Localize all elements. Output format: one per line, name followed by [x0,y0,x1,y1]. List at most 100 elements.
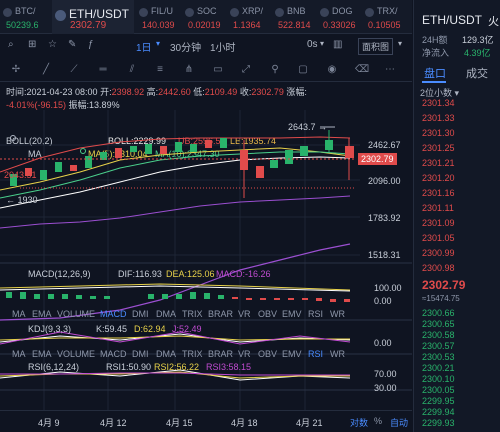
ind-dma[interactable]: DMA [156,309,176,319]
ask-price[interactable]: 2300.98 [422,263,455,273]
ind-emv[interactable]: EMV [282,349,302,359]
ind-emv[interactable]: EMV [282,309,302,319]
chevron-down-icon[interactable]: ▾ [320,39,325,48]
ind-rsi[interactable]: RSI [308,309,324,319]
ind-vr[interactable]: VR [238,309,251,319]
ind-wr[interactable]: WR [330,349,345,359]
draw-icon[interactable]: ✎ [68,39,77,50]
ind-macd[interactable]: MACD [100,349,127,359]
ind-ma[interactable]: MA [12,309,26,319]
interval-30min[interactable]: 30分钟 [170,43,202,54]
settings-icon[interactable]: ⊞ [28,39,37,50]
boll-toggle-icon[interactable] [10,135,16,141]
chart-type-select[interactable]: 面积图 [358,38,394,55]
ind-dmi[interactable]: DMI [132,349,149,359]
interval-select[interactable]: 1日 [136,43,152,54]
interval-1hour[interactable]: 1小时 [210,43,236,54]
eye-tool-icon[interactable]: ◉ [327,64,337,75]
auto-scale-toggle[interactable]: 自动 [390,418,409,428]
decimals-select[interactable]: 2位小数 ▾ [420,88,460,98]
ind-brar[interactable]: BRAR [208,349,234,359]
ask-price[interactable]: 2301.11 [422,203,454,213]
bid-price[interactable]: 2300.05 [422,385,455,395]
candle-icon[interactable]: ▥ [333,39,343,50]
ask-price[interactable]: 2301.20 [422,173,455,183]
bid-price[interactable]: 2300.21 [422,363,455,373]
ask-price[interactable]: 2300.99 [422,248,455,258]
ticker-tab-bnb[interactable]: BNB 522.814 [272,0,324,34]
ind-volume[interactable]: VOLUME [57,309,96,319]
open-label: 开: [100,87,112,97]
ind-obv[interactable]: OBV [258,349,278,359]
bid-price[interactable]: 2299.94 [422,407,455,417]
pitchfork-tool-icon[interactable]: ⋔ [184,64,194,75]
ask-price[interactable]: 2301.30 [422,128,455,138]
ind-trix[interactable]: TRIX [182,349,203,359]
line-tool-icon[interactable]: ╱ [42,64,50,75]
bid-price[interactable]: 2300.66 [422,308,455,318]
ticker-tab-fil[interactable]: FIL/U 140.039 [136,0,188,34]
ind-dma[interactable]: DMA [156,349,176,359]
channel-tool-icon[interactable]: ⫽ [129,64,135,75]
ind-ma[interactable]: MA [12,349,26,359]
search-icon[interactable]: ⌕ [8,39,14,50]
ind-wr[interactable]: WR [330,309,345,319]
ask-price[interactable]: 2301.05 [422,233,455,243]
ind-ema[interactable]: EMA [32,309,52,319]
ask-price[interactable]: 2301.25 [422,143,455,153]
bid-price[interactable]: 2300.57 [422,341,455,351]
ticker-tab-soc[interactable]: SOC 0.02019 [182,0,234,34]
bid-price[interactable]: 2300.58 [422,330,455,340]
ticker-tab-trx[interactable]: TRX/ 0.10505 [362,0,412,34]
chevron-down-icon[interactable]: ▾ [398,39,403,48]
macd-bar [288,298,294,300]
ask-price[interactable]: 2301.09 [422,218,455,228]
ask-price[interactable]: 2301.34 [422,98,455,108]
percent-toggle[interactable]: % [374,416,383,426]
delete-tool-icon[interactable]: ⌫ [355,64,370,75]
magnet-tool-icon[interactable]: ⚲ [271,64,279,75]
ind-obv[interactable]: OBV [258,309,278,319]
fire-icon[interactable]: 火 [488,16,499,28]
ind-macd[interactable]: MACD [100,309,127,319]
ind-volume[interactable]: VOLUME [57,349,96,359]
ind-ema[interactable]: EMA [32,349,52,359]
ind-brar[interactable]: BRAR [208,309,234,319]
ind-dmi[interactable]: DMI [132,309,149,319]
ask-price[interactable]: 2301.21 [422,158,455,168]
lock-tool-icon[interactable]: ▢ [298,64,308,75]
more-tool-icon[interactable]: ⋯ [385,64,395,75]
bid-price[interactable]: 2300.10 [422,374,455,384]
bid-price[interactable]: 2299.95 [422,396,455,406]
bid-price[interactable]: 2300.53 [422,352,455,362]
measure-tool-icon[interactable]: ⤢ [242,64,250,75]
ind-vr[interactable]: VR [238,349,251,359]
fib-tool-icon[interactable]: ≡ [157,64,163,75]
date-label: 4月 9 [38,418,60,428]
coin-icon [185,8,194,17]
ind-rsi[interactable]: RSI [308,349,324,359]
shape-tool-icon[interactable]: ▭ [213,64,223,75]
tab-orderbook[interactable]: 盘口 [424,68,446,80]
ray-tool-icon[interactable]: ⟋ [70,64,78,75]
ask-price[interactable]: 2301.33 [422,113,455,123]
ma-toggle-icon[interactable] [80,148,86,154]
ind-trix[interactable]: TRIX [182,309,203,319]
star-icon[interactable]: ☆ [48,39,57,50]
ticker-name: SOC [197,6,217,16]
chevron-down-icon[interactable]: ▾ [156,39,161,48]
ticker-tab-eth[interactable]: ETH/USDT 2302.79 [52,0,134,34]
ticker-tab-xrp[interactable]: XRP/ 1.1364 [227,0,279,34]
indicator-icon[interactable]: ƒ [88,39,94,50]
tab-trades[interactable]: 成交 [466,68,488,80]
bid-price[interactable]: 2300.65 [422,319,455,329]
crosshair-icon[interactable]: ✢ [11,64,21,75]
ask-price[interactable]: 2301.16 [422,188,455,198]
ticker-tab-doge[interactable]: DOG 0.33026 [317,0,369,34]
hline-tool-icon[interactable]: ═ [99,64,107,75]
time-zero[interactable]: 0s [307,39,318,50]
log-scale-toggle[interactable]: 对数 [350,418,369,428]
bid-price[interactable]: 2299.93 [422,418,455,428]
ticker-tab-btc[interactable]: BTC/ 50239.6 [0,0,52,34]
macd-axis-label: 100.00 [374,283,402,293]
